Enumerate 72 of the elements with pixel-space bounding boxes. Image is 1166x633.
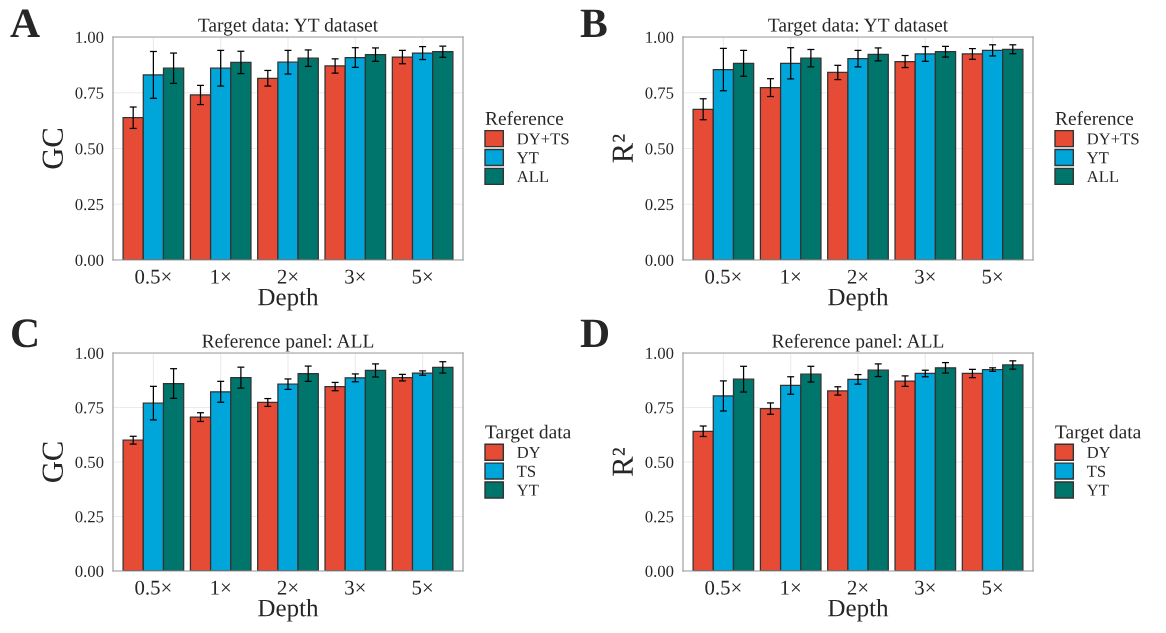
x-tick-label: 0.5× <box>135 269 171 284</box>
chart-title: Reference panel: ALL <box>202 333 374 352</box>
y-tick-label: 1.00 <box>646 347 674 360</box>
x-tick-label: 5× <box>982 269 1003 284</box>
x-tick-label: 1× <box>211 580 231 595</box>
x-tick-label: 5× <box>412 580 433 595</box>
y-tick-label: 0.00 <box>75 565 104 578</box>
x-tick-label: 0.5× <box>135 580 171 595</box>
x-tick-label: 5× <box>982 580 1003 595</box>
x-axis-title: Depth <box>258 598 319 622</box>
y-tick-label: 1.00 <box>646 31 674 44</box>
legend-label: TS <box>1086 465 1106 477</box>
y-tick-label: 0.25 <box>75 511 104 523</box>
y-tick-label: 1.00 <box>76 31 104 44</box>
chart-title: Target data: YT dataset <box>198 17 379 36</box>
legend-label: YT <box>1086 484 1109 496</box>
legend-label: DY+TS <box>1087 133 1139 145</box>
legend-label: DY <box>1087 446 1111 458</box>
legend-label: TS <box>516 465 536 477</box>
x-axis-title: Depth <box>828 287 889 311</box>
text: D <box>580 319 609 347</box>
y-tick-label: 0.00 <box>75 254 104 267</box>
x-tick-label: 1× <box>781 580 801 595</box>
text: C <box>12 319 37 348</box>
x-tick-label: 2× <box>847 580 868 595</box>
x-tick-label: 0.5× <box>705 269 741 284</box>
y-tick-label: 0.75 <box>75 87 104 99</box>
x-tick-label: 5× <box>412 269 433 284</box>
legend-label: DY+TS <box>517 133 569 145</box>
y-axis-title: R² <box>612 134 633 163</box>
y-tick-label: 0.75 <box>645 87 674 99</box>
text: A <box>10 9 40 37</box>
y-tick-label: 0.50 <box>645 456 674 469</box>
y-tick-label: 0.00 <box>645 254 674 267</box>
y-tick-label: 0.00 <box>645 565 674 578</box>
text: B <box>580 9 607 38</box>
x-tick-label: 3× <box>345 580 365 595</box>
chart-title: Reference panel: ALL <box>772 333 944 352</box>
x-axis-title: Depth <box>258 287 319 311</box>
chart-title: Target data: YT dataset <box>768 17 949 36</box>
x-tick-label: 1× <box>211 269 231 284</box>
legend-label: YT <box>516 152 539 164</box>
y-axis-title: GC <box>42 128 64 169</box>
legend-label: YT <box>1086 152 1109 164</box>
legend-label: YT <box>516 484 539 496</box>
x-tick-label: 3× <box>915 580 935 595</box>
y-tick-label: 0.25 <box>75 198 104 211</box>
legend-label: ALL <box>1086 171 1119 183</box>
y-axis-title: R² <box>612 447 633 476</box>
y-tick-label: 0.50 <box>75 143 104 155</box>
y-tick-label: 0.25 <box>645 198 674 211</box>
legend-title: Reference <box>485 111 564 126</box>
y-tick-label: 0.50 <box>75 456 104 469</box>
y-tick-label: 1.00 <box>76 347 104 360</box>
y-tick-label: 0.75 <box>75 402 104 414</box>
x-tick-label: 1× <box>781 269 801 284</box>
x-tick-label: 3× <box>915 269 935 284</box>
legend-title: Target data <box>1055 424 1142 443</box>
y-tick-label: 0.50 <box>645 143 674 155</box>
legend-title: Reference <box>1055 111 1134 126</box>
legend-label: ALL <box>516 171 549 183</box>
x-tick-label: 2× <box>277 269 298 284</box>
legend-label: DY <box>517 446 541 458</box>
y-axis-title: GC <box>42 442 64 482</box>
x-tick-label: 0.5× <box>705 580 741 595</box>
x-axis-title: Depth <box>828 598 889 622</box>
y-tick-label: 0.75 <box>645 402 674 414</box>
y-tick-label: 0.25 <box>645 511 674 523</box>
legend-title: Target data <box>485 424 572 443</box>
x-tick-label: 2× <box>847 269 868 284</box>
x-tick-label: 2× <box>277 580 298 595</box>
x-tick-label: 3× <box>345 269 365 284</box>
